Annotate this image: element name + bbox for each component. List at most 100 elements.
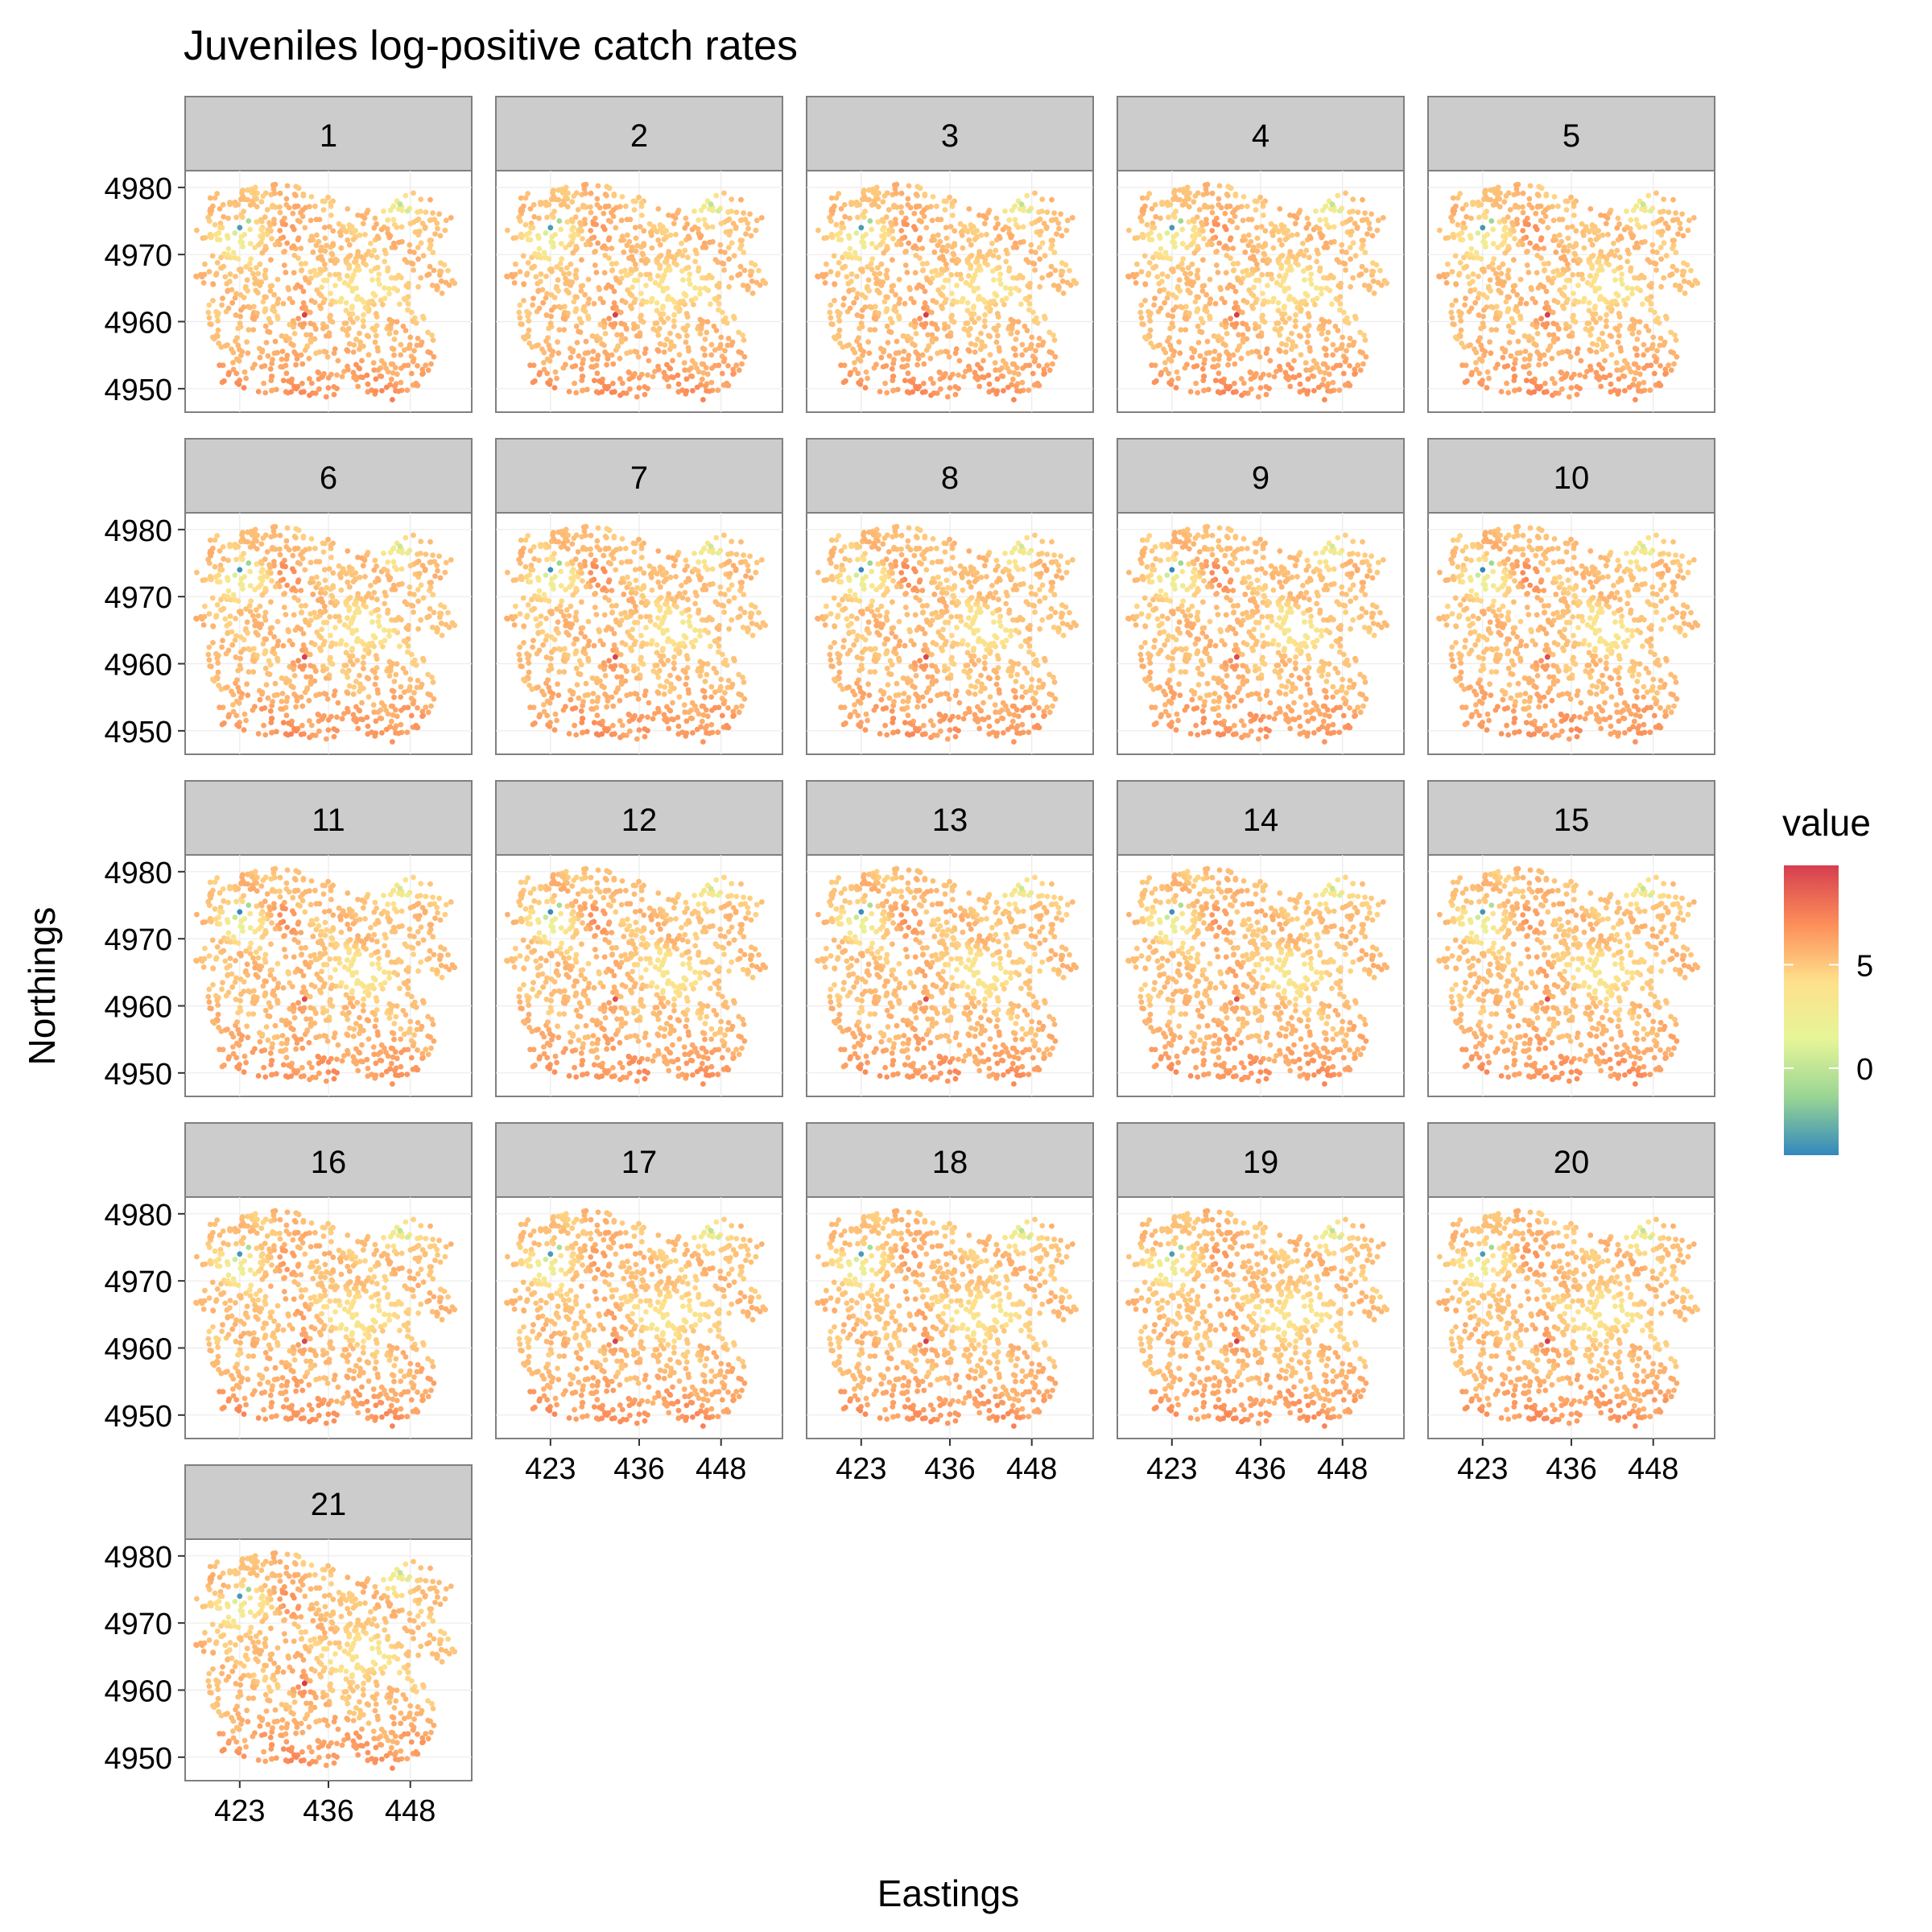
data-point [1671, 361, 1677, 367]
data-point [1360, 217, 1366, 223]
data-point [419, 221, 426, 226]
data-point [316, 386, 322, 392]
data-point [1154, 274, 1161, 280]
data-point [1315, 384, 1322, 390]
data-point [1036, 336, 1042, 341]
data-point [316, 369, 322, 376]
data-point [527, 362, 533, 369]
data-point [1009, 376, 1016, 382]
data-point [567, 242, 572, 248]
data-point [898, 209, 905, 216]
data-point [246, 218, 252, 224]
data-point [270, 186, 277, 192]
data-point [729, 196, 735, 203]
data-point [623, 272, 630, 279]
data-point [604, 192, 609, 199]
data-point [886, 207, 892, 213]
data-point [1495, 275, 1501, 282]
data-point [904, 389, 910, 395]
data-point [1179, 202, 1186, 208]
data-point [1507, 207, 1513, 213]
data-point [390, 240, 397, 246]
data-point [857, 357, 864, 364]
data-point [1300, 241, 1306, 246]
data-point [713, 192, 720, 199]
data-point [551, 385, 558, 391]
data-point [519, 208, 526, 213]
data-point [1589, 265, 1596, 271]
data-point [1346, 342, 1352, 349]
data-point [324, 242, 329, 249]
data-point [1153, 263, 1159, 270]
data-point [1589, 311, 1596, 317]
data-point [1482, 214, 1488, 221]
data-point [432, 231, 438, 237]
data-point [1458, 318, 1464, 324]
data-point [591, 378, 597, 384]
data-point [1307, 264, 1313, 270]
data-point [594, 370, 601, 377]
data-point [1480, 378, 1485, 383]
data-point [1555, 272, 1562, 279]
data-point [286, 378, 291, 384]
data-point [1212, 349, 1218, 354]
data-point [1508, 353, 1514, 359]
data-point [328, 200, 334, 206]
data-point [1437, 227, 1443, 233]
data-point [525, 191, 531, 196]
data-point [1228, 185, 1234, 192]
data-point [1665, 225, 1671, 231]
data-point [1303, 225, 1310, 231]
data-point [1156, 233, 1162, 238]
data-point [257, 696, 263, 703]
data-point [903, 248, 909, 254]
data-point [571, 299, 577, 305]
data-point [1569, 224, 1575, 229]
data-point [232, 230, 238, 236]
data-point [853, 254, 859, 261]
data-point [841, 295, 847, 301]
data-point [1192, 193, 1199, 199]
data-point [1194, 272, 1200, 278]
data-point [851, 299, 857, 306]
data-point [939, 292, 946, 299]
data-point [1599, 266, 1605, 273]
data-point [1657, 342, 1663, 349]
data-point [1263, 350, 1269, 357]
data-point [1018, 239, 1023, 246]
data-point [687, 271, 693, 277]
data-point [1272, 224, 1278, 230]
data-point [1594, 374, 1600, 381]
data-point [840, 225, 847, 231]
data-point [284, 183, 291, 189]
data-point [1142, 281, 1148, 287]
data-point [291, 324, 296, 330]
data-point [1634, 285, 1641, 291]
data-point [341, 663, 348, 669]
data-point [242, 711, 248, 717]
data-point [320, 207, 327, 213]
data-point [262, 732, 269, 738]
data-point [1199, 365, 1206, 372]
data-point [672, 215, 679, 221]
data-point [822, 280, 828, 286]
data-point [381, 224, 387, 230]
data-point [279, 691, 286, 696]
data-point [911, 318, 918, 324]
data-point [310, 591, 316, 597]
data-point [1018, 301, 1024, 308]
data-point [700, 397, 706, 402]
data-point [1541, 209, 1546, 216]
data-point [365, 694, 372, 700]
data-point [1221, 299, 1228, 306]
data-point [1476, 214, 1482, 221]
data-point [427, 217, 434, 223]
data-point [262, 609, 269, 616]
data-point [960, 245, 966, 251]
data-point [291, 673, 298, 679]
data-point [1478, 201, 1484, 208]
data-point [725, 336, 732, 341]
data-point [382, 258, 388, 265]
data-point [824, 261, 829, 267]
data-point [323, 349, 329, 355]
